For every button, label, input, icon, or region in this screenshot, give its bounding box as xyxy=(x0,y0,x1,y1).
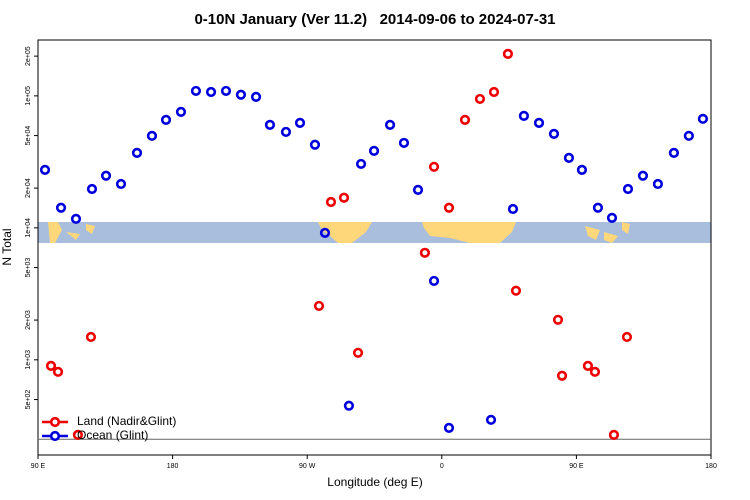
data-point xyxy=(582,360,594,371)
x-tick-label: 0 xyxy=(440,463,444,470)
legend-label: Land (Nadir&Glint) xyxy=(77,414,176,428)
y-tick-label: 2e+04 xyxy=(25,178,32,198)
data-point xyxy=(533,117,545,128)
data-point xyxy=(220,85,232,97)
data-point xyxy=(100,170,112,181)
data-point xyxy=(313,300,325,312)
legend-marker xyxy=(49,430,61,442)
data-point xyxy=(55,202,67,213)
data-point xyxy=(419,247,431,258)
land-shape xyxy=(48,222,95,243)
data-point xyxy=(510,285,522,296)
data-point xyxy=(70,213,82,224)
data-point xyxy=(325,196,337,208)
data-point xyxy=(355,158,367,170)
data-point xyxy=(428,161,440,172)
y-axis-label: N Total xyxy=(0,228,14,265)
plot-frame xyxy=(37,39,712,456)
data-point xyxy=(86,183,98,195)
data-point xyxy=(563,152,575,163)
data-point xyxy=(412,184,424,195)
data-point xyxy=(352,347,364,358)
data-point xyxy=(443,422,455,433)
data-point xyxy=(507,203,519,215)
data-point xyxy=(606,212,618,223)
data-point xyxy=(428,275,440,287)
data-point xyxy=(608,429,620,440)
data-point xyxy=(175,106,187,117)
y-tick-label: 5e+03 xyxy=(25,258,32,278)
y-tick-label: 1e+03 xyxy=(25,350,32,370)
data-point xyxy=(556,370,568,381)
data-point xyxy=(39,164,51,175)
data-point xyxy=(115,178,127,190)
data-point xyxy=(250,91,262,102)
data-point xyxy=(652,178,664,190)
data-point xyxy=(518,110,530,121)
map-band xyxy=(38,222,711,243)
data-point xyxy=(146,130,158,141)
data-point xyxy=(668,147,680,158)
data-point xyxy=(384,119,396,130)
data-point xyxy=(576,164,588,175)
data-point xyxy=(502,48,514,59)
data-point xyxy=(72,429,84,440)
y-tick-label: 2e+05 xyxy=(25,46,32,66)
legend-marker xyxy=(49,416,61,428)
land-shape xyxy=(585,222,630,243)
data-point xyxy=(488,86,500,98)
x-axis-label: Longitude (deg E) xyxy=(327,475,422,489)
data-point xyxy=(368,145,380,156)
data-point xyxy=(637,170,649,181)
data-point xyxy=(592,202,604,213)
ocean-band xyxy=(38,222,711,243)
legend-label: Ocean (Glint) xyxy=(77,428,148,442)
x-tick-label: 90 E xyxy=(569,463,584,470)
data-point xyxy=(548,128,560,139)
data-point xyxy=(45,360,57,371)
data-point xyxy=(280,126,292,138)
y-tick-label: 5e+04 xyxy=(25,126,32,146)
x-tick-label: 180 xyxy=(705,463,717,470)
data-point xyxy=(85,331,97,343)
x-tick-label: 90 E xyxy=(31,463,46,470)
data-point xyxy=(309,139,321,150)
data-point xyxy=(621,331,633,343)
data-point xyxy=(485,414,497,425)
land-shape xyxy=(318,222,372,243)
data-point xyxy=(474,93,486,105)
data-point xyxy=(683,130,694,141)
data-point xyxy=(398,137,410,149)
data-point xyxy=(622,183,634,195)
x-tick-label: 180 xyxy=(167,463,179,470)
y-tick-label: 1e+04 xyxy=(25,218,32,238)
y-tick-label: 5e+02 xyxy=(25,390,32,410)
data-point xyxy=(190,85,202,97)
data-point xyxy=(589,366,601,377)
data-point xyxy=(343,400,355,411)
data-point xyxy=(235,89,247,100)
data-point xyxy=(319,227,331,238)
y-tick-label: 2e+03 xyxy=(25,310,32,330)
data-point xyxy=(443,202,455,213)
data-point xyxy=(160,114,172,125)
land-shape xyxy=(422,222,516,243)
data-point xyxy=(205,86,217,98)
data-point xyxy=(697,113,709,124)
x-tick-label: 90 W xyxy=(299,463,316,470)
data-point xyxy=(459,114,471,125)
data-point xyxy=(338,192,350,203)
data-point xyxy=(294,117,306,128)
data-point xyxy=(264,119,276,130)
chart-title: 0-10N January (Ver 11.2) 2014-09-06 to 2… xyxy=(194,11,555,28)
data-point xyxy=(131,147,143,158)
data-point xyxy=(52,366,64,377)
y-tick-label: 1e+05 xyxy=(25,86,32,106)
data-point xyxy=(552,314,564,325)
